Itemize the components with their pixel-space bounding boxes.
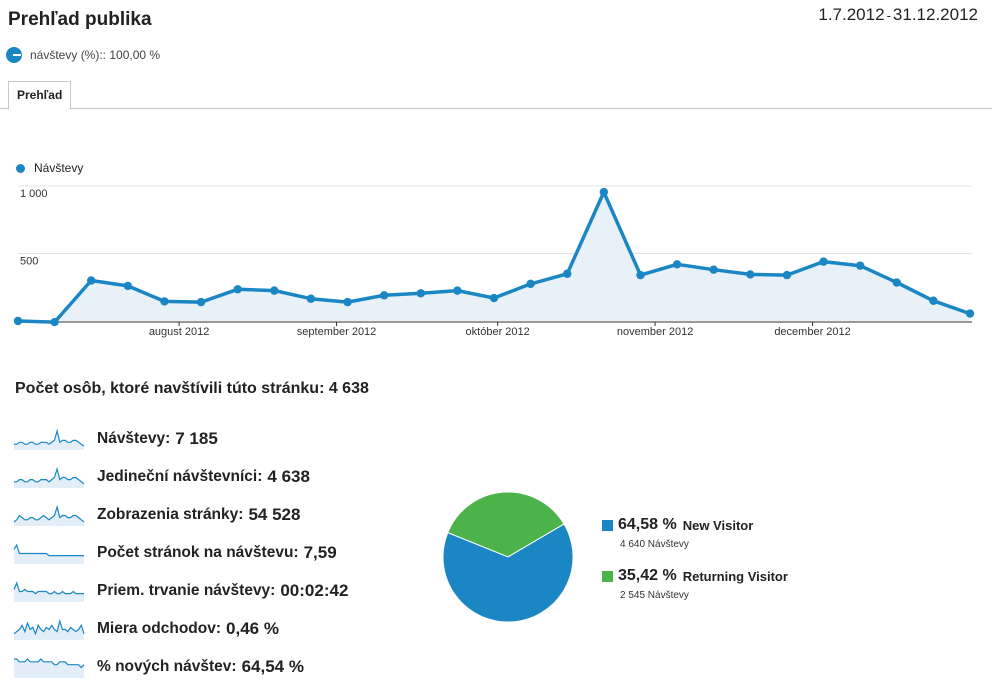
slice-count: 2 545 Návštevy [620, 590, 689, 601]
data-point[interactable] [855, 261, 865, 270]
data-point[interactable] [563, 269, 572, 278]
pie-slice[interactable] [438, 487, 578, 627]
page-title: Prehľad publika [8, 9, 152, 30]
visitor-type-pie-chart[interactable] [438, 487, 578, 627]
data-point[interactable] [489, 293, 499, 303]
slice-percent: 64,58 % [618, 516, 677, 533]
data-point[interactable] [306, 294, 316, 303]
sparkline-icon [13, 543, 84, 564]
data-point[interactable] [929, 296, 938, 305]
metric-value: 7 185 [175, 429, 218, 448]
pie-legend-row: 35,42 % Returning Visitor [602, 567, 788, 585]
metric-label: Zobrazenia stránky: [97, 506, 244, 523]
legend-swatch-icon [602, 570, 613, 582]
tab-overview[interactable]: Prehľad [8, 81, 72, 110]
data-point[interactable] [196, 297, 206, 307]
chart-legend[interactable]: Návštevy [16, 161, 83, 175]
x-tick-label: november 2012 [617, 326, 693, 338]
data-point[interactable] [379, 291, 389, 300]
data-point[interactable] [819, 257, 828, 266]
metric-label: Počet stránok na návštevu: [97, 544, 299, 561]
metric-row[interactable]: Zobrazenia stránky: 54 528 [13, 503, 300, 527]
x-tick-label: október 2012 [466, 326, 530, 338]
metric-value: 4 638 [267, 467, 310, 486]
x-tick-label: august 2012 [149, 326, 210, 338]
sparkline-icon [13, 504, 85, 526]
date-range[interactable]: 1.7.2012-31.12.2012 [818, 5, 978, 25]
metric-label: Jedineční návštevníci: [97, 468, 263, 485]
data-point[interactable] [636, 270, 645, 280]
slice-name: New Visitor [682, 517, 754, 533]
sparkline-icon [14, 658, 85, 678]
x-tick-label: september 2012 [297, 326, 377, 338]
metric-value: 54 528 [248, 505, 301, 524]
data-point[interactable] [13, 316, 23, 326]
pie-legend-item[interactable]: 64,58 % New Visitor 4 640 Návštevy [602, 516, 753, 550]
metric-label: Návštevy: [97, 430, 171, 447]
metric-value: 0,46 % [226, 619, 279, 638]
pie-segment-icon [6, 47, 22, 63]
data-point[interactable] [599, 187, 609, 197]
data-point[interactable] [87, 276, 96, 285]
segment-label: návštevy (%):: 100,00 % [30, 48, 161, 62]
sparkline-icon [13, 618, 85, 640]
metric-row[interactable]: % nových návštev: 64,54 % [13, 655, 304, 679]
metric-row[interactable]: Jedineční návštevníci: 4 638 [13, 465, 310, 489]
tab-bar-divider [0, 108, 992, 109]
summary-title: Počet osôb, ktoré navštívili túto stránk… [15, 380, 369, 397]
metric-row[interactable]: Priem. trvanie návštevy: 00:02:42 [13, 579, 348, 603]
series-dot-icon [16, 163, 25, 173]
pie-legend-item[interactable]: 35,42 % Returning Visitor 2 545 Návštevy [602, 567, 788, 601]
slice-name: Returning Visitor [682, 568, 788, 584]
date-separator: - [886, 8, 891, 23]
y-tick-label: 500 [20, 256, 38, 268]
legend-label: Návštevy [34, 161, 84, 175]
metric-row[interactable]: Počet stránok na návštevu: 7,59 [13, 541, 337, 565]
series-area [18, 192, 970, 323]
sparkline-icon [14, 466, 85, 488]
data-point[interactable] [746, 270, 755, 279]
legend-swatch-icon [602, 519, 613, 531]
metric-row[interactable]: Návštevy: 7 185 [13, 427, 218, 451]
sparkline-icon [14, 428, 85, 450]
data-point[interactable] [709, 265, 718, 274]
metric-label: Priem. trvanie návštevy: [97, 582, 276, 599]
data-point[interactable] [270, 286, 279, 295]
data-point[interactable] [892, 278, 901, 287]
data-point[interactable] [965, 309, 975, 318]
y-tick-label: 1 000 [20, 188, 48, 200]
data-point[interactable] [782, 270, 792, 280]
sparkline-icon [13, 581, 84, 602]
date-start: 1.7.2012 [818, 5, 885, 24]
data-point[interactable] [343, 297, 352, 307]
data-point[interactable] [233, 285, 242, 294]
metric-value: 64,54 % [241, 657, 304, 676]
date-end: 31.12.2012 [892, 5, 978, 24]
x-tick-label: december 2012 [774, 326, 850, 338]
data-point[interactable] [416, 289, 425, 298]
metric-label: % nových návštev: [97, 658, 237, 675]
metric-value: 00:02:42 [280, 581, 349, 600]
slice-count: 4 640 Návštevy [620, 539, 689, 550]
pie-legend-row: 64,58 % New Visitor [602, 516, 753, 534]
metric-label: Miera odchodov: [97, 620, 222, 637]
slice-percent: 35,42 % [618, 567, 677, 584]
data-point[interactable] [453, 286, 462, 295]
metric-value: 7,59 [303, 543, 337, 562]
data-point[interactable] [50, 317, 59, 327]
segment-indicator[interactable]: návštevy (%):: 100,00 % [6, 47, 160, 63]
data-point[interactable] [123, 281, 133, 291]
data-point[interactable] [672, 260, 682, 269]
data-point[interactable] [160, 297, 169, 306]
metric-row[interactable]: Miera odchodov: 0,46 % [13, 617, 279, 641]
data-point[interactable] [526, 279, 535, 289]
visits-line-chart[interactable]: 1 000 500 august 2012 september 2012 október… [0, 180, 992, 340]
